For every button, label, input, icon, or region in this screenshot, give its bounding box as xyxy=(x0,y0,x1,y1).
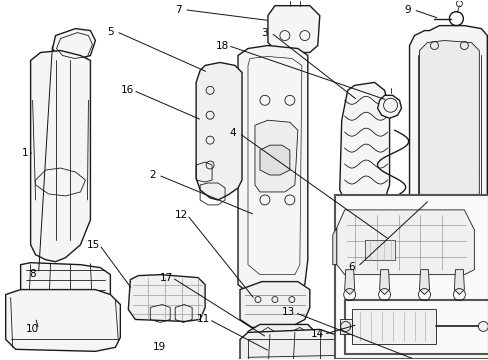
Text: 14: 14 xyxy=(310,329,324,339)
Polygon shape xyxy=(332,228,336,265)
Text: 17: 17 xyxy=(159,273,172,283)
Text: 4: 4 xyxy=(229,128,236,138)
Polygon shape xyxy=(458,268,468,289)
Polygon shape xyxy=(238,45,307,298)
Polygon shape xyxy=(419,270,428,294)
Polygon shape xyxy=(240,282,309,328)
Text: 1: 1 xyxy=(22,148,29,158)
Polygon shape xyxy=(267,6,319,53)
Text: 9: 9 xyxy=(404,5,410,15)
Polygon shape xyxy=(334,195,488,359)
Circle shape xyxy=(477,321,488,332)
Text: 18: 18 xyxy=(215,41,228,50)
Text: 12: 12 xyxy=(174,210,187,220)
Text: 5: 5 xyxy=(107,27,114,37)
Text: 11: 11 xyxy=(196,314,209,324)
Text: 3: 3 xyxy=(261,28,268,37)
Polygon shape xyxy=(339,319,351,334)
Polygon shape xyxy=(336,210,473,275)
Polygon shape xyxy=(439,268,448,289)
Polygon shape xyxy=(419,41,478,260)
Polygon shape xyxy=(344,300,488,354)
Polygon shape xyxy=(260,145,289,175)
Polygon shape xyxy=(364,240,394,260)
Polygon shape xyxy=(377,95,401,118)
Polygon shape xyxy=(196,62,242,200)
Text: 6: 6 xyxy=(347,262,354,272)
Polygon shape xyxy=(344,270,354,294)
Polygon shape xyxy=(240,329,347,360)
Polygon shape xyxy=(31,50,90,262)
Polygon shape xyxy=(6,289,120,351)
Text: 8: 8 xyxy=(29,269,36,279)
Polygon shape xyxy=(453,270,464,294)
Polygon shape xyxy=(52,28,95,60)
Polygon shape xyxy=(128,275,204,321)
Polygon shape xyxy=(247,324,314,351)
Text: 7: 7 xyxy=(175,5,181,15)
Text: 10: 10 xyxy=(26,324,39,334)
Polygon shape xyxy=(408,26,487,285)
Polygon shape xyxy=(20,263,110,315)
Text: 19: 19 xyxy=(152,342,165,352)
Polygon shape xyxy=(339,82,389,205)
Polygon shape xyxy=(419,268,428,289)
Polygon shape xyxy=(254,120,297,192)
Polygon shape xyxy=(379,270,389,294)
Polygon shape xyxy=(351,310,436,345)
Text: 15: 15 xyxy=(87,240,100,250)
Text: 13: 13 xyxy=(282,307,295,318)
Text: 2: 2 xyxy=(149,170,155,180)
Text: 16: 16 xyxy=(121,85,134,95)
